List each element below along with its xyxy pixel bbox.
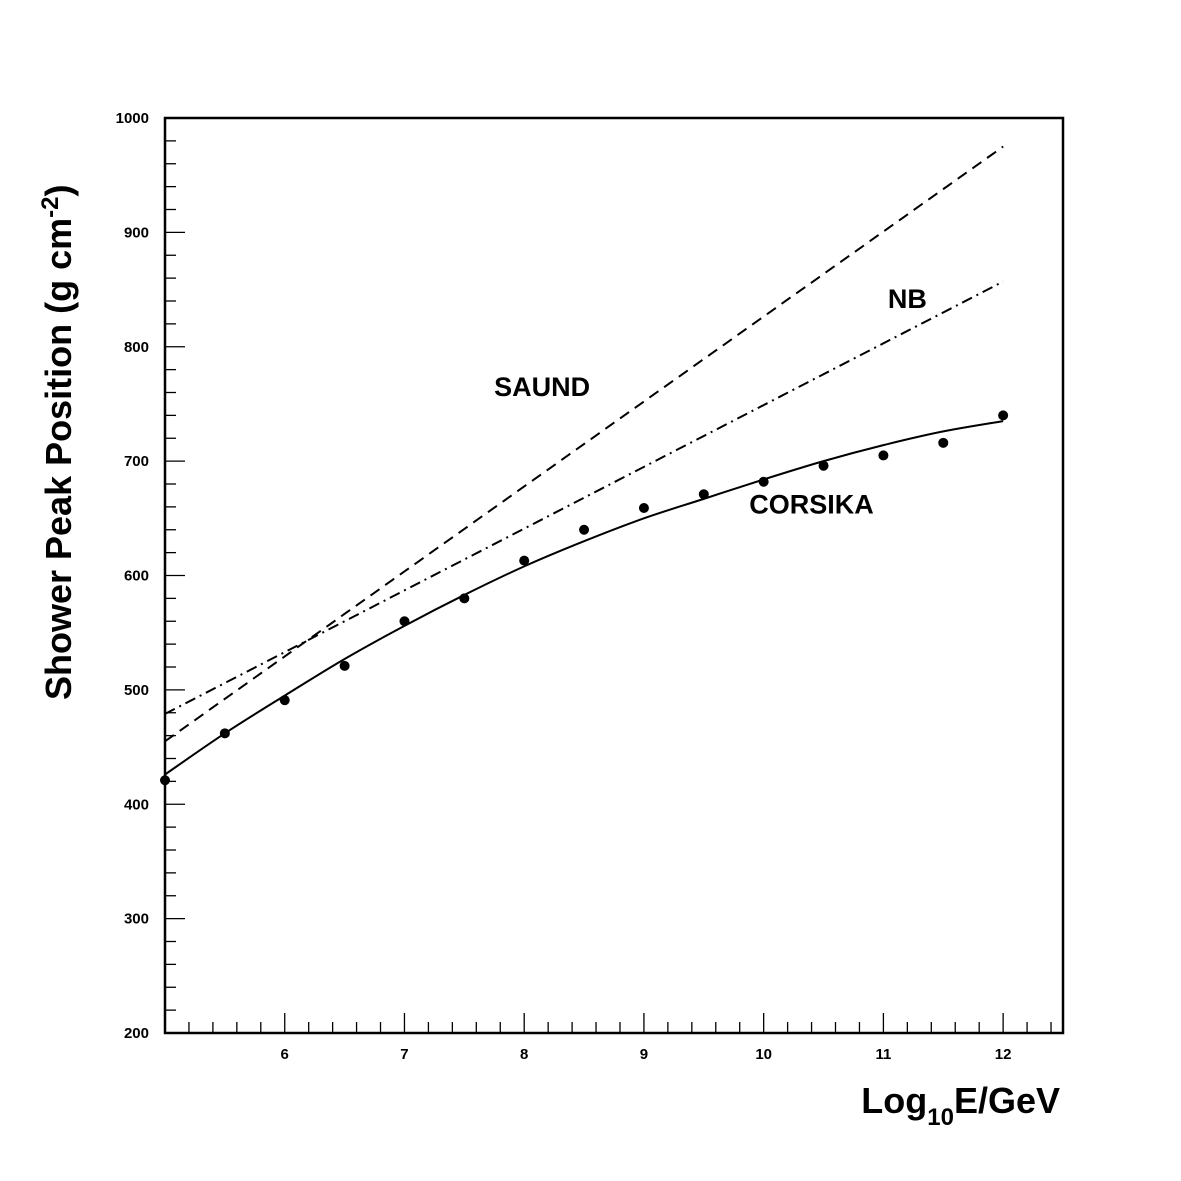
corsika-data-point	[998, 410, 1009, 421]
corsika-data-point	[279, 695, 290, 706]
y-axis-title-close: )	[38, 185, 79, 197]
x-tick-label: 6	[281, 1046, 289, 1063]
y-tick-label: 300	[124, 911, 149, 928]
y-tick-label: 400	[124, 796, 149, 813]
y-axis-title: Shower Peak Position (g cm-2)	[37, 185, 79, 700]
y-tick-label: 700	[124, 453, 149, 470]
y-tick-label: 600	[124, 568, 149, 585]
x-axis-title-main: Log	[861, 1080, 927, 1121]
corsika-data-point	[698, 489, 709, 500]
data-points	[160, 410, 1009, 786]
corsika-data-point	[938, 437, 949, 448]
y-tick-label: 200	[124, 1025, 149, 1042]
corsika-data-point	[459, 593, 470, 604]
saund-line	[164, 145, 1004, 743]
corsika-data-point	[579, 524, 590, 535]
tick-labels: 6 7 8 9 10 11 12 200 300 400 500 600 700 800 900 1000	[116, 110, 1012, 1063]
ticks	[164, 117, 1052, 1034]
corsika-data-point	[878, 450, 889, 461]
annotations: SAUND NB CORSIKA	[494, 284, 927, 520]
corsika-data-point	[160, 775, 170, 786]
x-tick-label: 11	[875, 1046, 891, 1063]
x-tick-label: 8	[520, 1046, 528, 1063]
y-axis-title-superscript: -2	[37, 197, 64, 218]
y-tick-label: 500	[124, 682, 149, 699]
y-tick-label: 900	[124, 224, 149, 241]
x-tick-label: 9	[640, 1046, 648, 1063]
corsika-data-point	[219, 728, 230, 739]
y-tick-label: 800	[124, 339, 149, 356]
corsika-data-point	[758, 476, 769, 487]
x-axis-title-subscript: 10	[927, 1104, 954, 1131]
annotation-corsika: CORSIKA	[749, 490, 874, 520]
x-axis-title: Log10E/GeV	[861, 1080, 1060, 1131]
x-tick-label: 7	[400, 1046, 408, 1063]
annotation-nb: NB	[888, 284, 927, 314]
y-axis-title-main: Shower Peak Position (g cm	[38, 218, 79, 700]
corsika-data-point	[339, 660, 350, 671]
plot-frame	[163, 116, 1065, 1035]
corsika-data-point	[519, 555, 530, 566]
x-tick-label: 10	[755, 1046, 772, 1063]
series-layer	[164, 145, 1004, 776]
corsika-data-point	[818, 460, 829, 471]
nb-line	[164, 280, 1004, 715]
corsika-line	[164, 420, 1004, 776]
corsika-data-point	[638, 503, 649, 514]
corsika-data-point	[399, 616, 410, 627]
annotation-saund: SAUND	[494, 372, 590, 402]
y-tick-label: 1000	[116, 110, 149, 127]
x-tick-label: 12	[995, 1046, 1012, 1063]
x-axis-title-rest: E/GeV	[954, 1080, 1060, 1121]
